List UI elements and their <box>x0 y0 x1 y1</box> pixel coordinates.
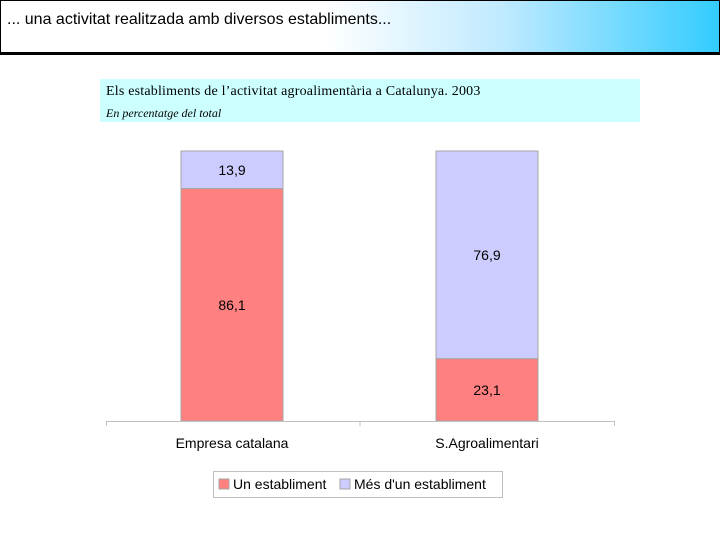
legend-swatch <box>339 478 351 490</box>
data-label: 13,9 <box>218 162 245 178</box>
legend-swatch <box>218 478 230 490</box>
data-label: 86,1 <box>218 297 245 313</box>
bar-segment <box>180 150 284 190</box>
legend-box <box>213 471 503 498</box>
slide-title: ... una activitat realitzada amb diverso… <box>7 11 392 28</box>
bar-segment <box>435 358 539 422</box>
x-tick-label: S.Agroalimentari <box>435 435 539 451</box>
chart-subtitle: En percentatge del total <box>106 106 222 120</box>
chart-title: Els establiments de l’activitat agroalim… <box>106 84 481 99</box>
bar-segment <box>435 150 539 360</box>
slide-title-bar: ... una activitat realitzada amb diverso… <box>0 0 720 55</box>
legend-entry: Un establiment <box>233 476 326 492</box>
x-tick-label: Empresa catalana <box>176 435 289 451</box>
legend-entry: Més d'un establiment <box>354 476 486 492</box>
bar-segment <box>180 188 284 422</box>
chart-header: Els establiments de l’activitat agroalim… <box>100 79 640 122</box>
data-label: 23,1 <box>473 382 500 398</box>
data-label: 76,9 <box>473 247 500 263</box>
